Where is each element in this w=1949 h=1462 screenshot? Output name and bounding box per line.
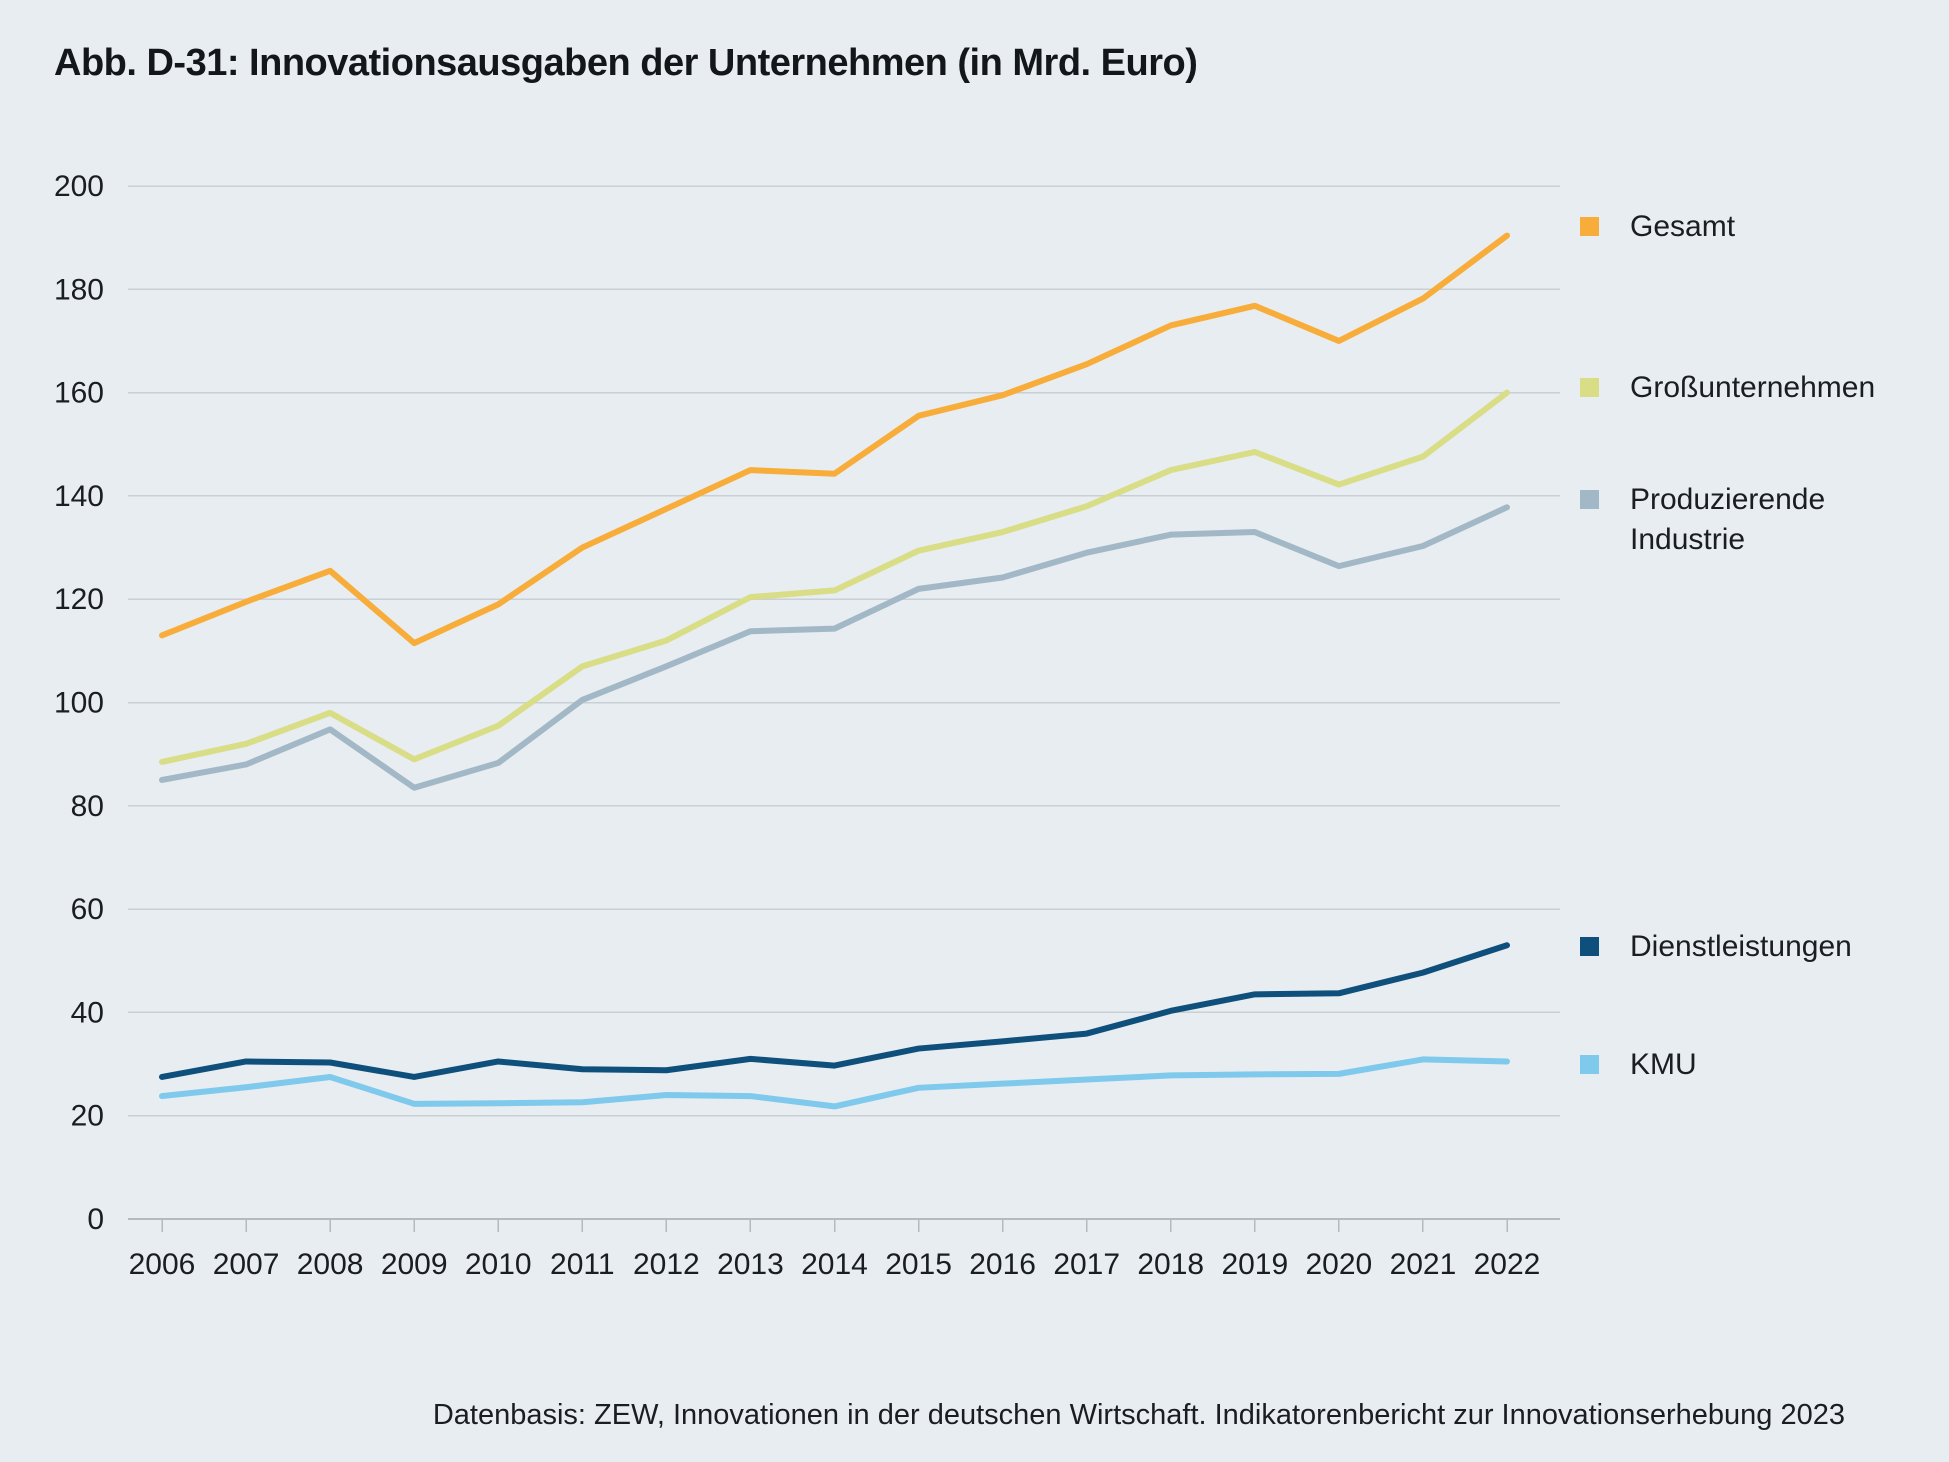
- x-axis-label: 2016: [969, 1248, 1036, 1281]
- source-note: Datenbasis: ZEW, Innovationen in der deu…: [432, 1399, 1845, 1431]
- legend-item-dienstleistungen: Dienstleistungen: [1580, 927, 1852, 967]
- series-line-gesamt: [159, 232, 1510, 647]
- x-axis-label: 2008: [297, 1248, 364, 1281]
- y-axis-label: 200: [54, 170, 104, 203]
- legend-item-produzierende-industrie: Produzierende Industrie: [1580, 480, 1825, 560]
- y-axis-label: 180: [54, 273, 104, 306]
- x-axis-label: 2007: [213, 1248, 280, 1281]
- x-axis-label: 2012: [633, 1248, 700, 1281]
- series-line-dienstleistungen: [159, 942, 1510, 1080]
- legend-swatch-gesamt: [1580, 217, 1599, 236]
- x-axis-label: 2014: [801, 1248, 868, 1281]
- x-axis-label: 2021: [1390, 1248, 1457, 1281]
- legend-item-gesamt: Gesamt: [1580, 207, 1735, 247]
- page-title: Abb. D-31: Innovationsausgaben der Unter…: [54, 42, 1198, 84]
- legend-label-dienstleistungen: Dienstleistungen: [1630, 930, 1852, 963]
- line-chart: 2006 2007 2008 2009 2010 2011 2012 2013 2014 2015…: [54, 170, 1560, 1281]
- x-axis-label: 2006: [129, 1248, 196, 1281]
- x-axis-label: 2019: [1221, 1248, 1288, 1281]
- y-axis-label: 160: [54, 377, 104, 410]
- x-axis-label: 2020: [1306, 1248, 1373, 1281]
- x-axis-label: 2011: [550, 1248, 615, 1281]
- x-axis-label: 2017: [1053, 1248, 1120, 1281]
- legend-label-gesamt: Gesamt: [1630, 210, 1736, 243]
- series-line-produzierende-industrie: [159, 504, 1510, 791]
- x-axis-label: 2013: [717, 1248, 784, 1281]
- x-axis-label: 2022: [1474, 1248, 1541, 1281]
- legend-label-kmu: KMU: [1630, 1048, 1697, 1081]
- legend-item-grossunternehmen: Großunternehmen: [1580, 368, 1875, 408]
- legend-label-grossunternehmen: Großunternehmen: [1630, 371, 1876, 404]
- legend-label-produzierende-industrie: Produzierende Industrie: [1630, 483, 1826, 556]
- x-axis-label: 2009: [381, 1248, 448, 1281]
- series-line-grossunternehmen: [159, 389, 1510, 765]
- x-axis-label: 2010: [465, 1248, 532, 1281]
- y-axis-label: 140: [54, 480, 104, 513]
- y-axis-label: 60: [71, 893, 104, 926]
- y-axis-label: 120: [54, 583, 104, 616]
- series-line-kmu: [159, 1056, 1510, 1110]
- y-axis-label: 80: [71, 790, 104, 823]
- legend-swatch-dienstleistungen: [1580, 937, 1599, 956]
- legend-swatch-kmu: [1580, 1055, 1599, 1074]
- legend-item-kmu: KMU: [1580, 1045, 1697, 1085]
- y-axis-label: 20: [71, 1100, 104, 1133]
- y-axis-label: 40: [71, 996, 104, 1029]
- y-axis-label: 100: [54, 687, 104, 720]
- legend-swatch-grossunternehmen: [1580, 378, 1599, 397]
- x-axis-label: 2018: [1137, 1248, 1204, 1281]
- x-axis-label: 2015: [885, 1248, 952, 1281]
- y-axis-label: 0: [87, 1203, 104, 1236]
- legend-swatch-produzierende-industrie: [1580, 490, 1599, 509]
